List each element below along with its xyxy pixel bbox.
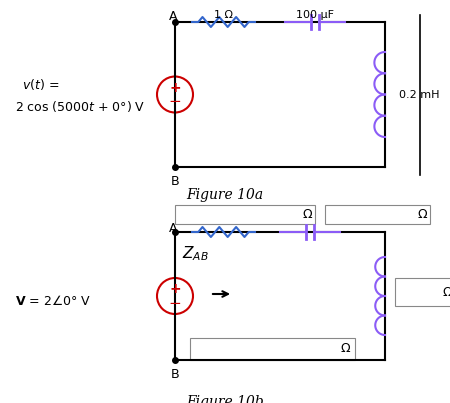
Text: 0.2 mH: 0.2 mH <box>399 89 440 100</box>
Text: −: − <box>169 295 181 310</box>
Text: $\mathbf{V}$ = 2$\angle$0° V: $\mathbf{V}$ = 2$\angle$0° V <box>15 294 91 308</box>
Text: +: + <box>169 282 181 296</box>
Text: $v(t)$ =: $v(t)$ = <box>22 77 59 92</box>
Bar <box>325 205 430 224</box>
Bar <box>175 205 315 224</box>
Text: 2 cos (5000$t$ + 0°) V: 2 cos (5000$t$ + 0°) V <box>15 99 145 114</box>
Text: Figure 10b: Figure 10b <box>186 395 264 403</box>
Text: Figure 10a: Figure 10a <box>186 188 264 202</box>
Text: B: B <box>171 368 179 381</box>
Text: Ω: Ω <box>302 208 312 220</box>
Text: A: A <box>169 222 177 235</box>
Text: B: B <box>171 175 179 188</box>
Text: A: A <box>169 10 177 23</box>
Text: Ω: Ω <box>340 343 350 355</box>
Text: +: + <box>169 81 181 94</box>
Text: Ω: Ω <box>418 208 427 220</box>
Text: 1 Ω: 1 Ω <box>214 10 233 20</box>
Bar <box>190 338 355 360</box>
Bar <box>395 278 450 306</box>
Text: −: − <box>169 94 181 109</box>
Text: 100 μF: 100 μF <box>296 10 334 20</box>
Text: $Z_{AB}$: $Z_{AB}$ <box>182 245 209 263</box>
Text: Ω: Ω <box>442 287 450 299</box>
